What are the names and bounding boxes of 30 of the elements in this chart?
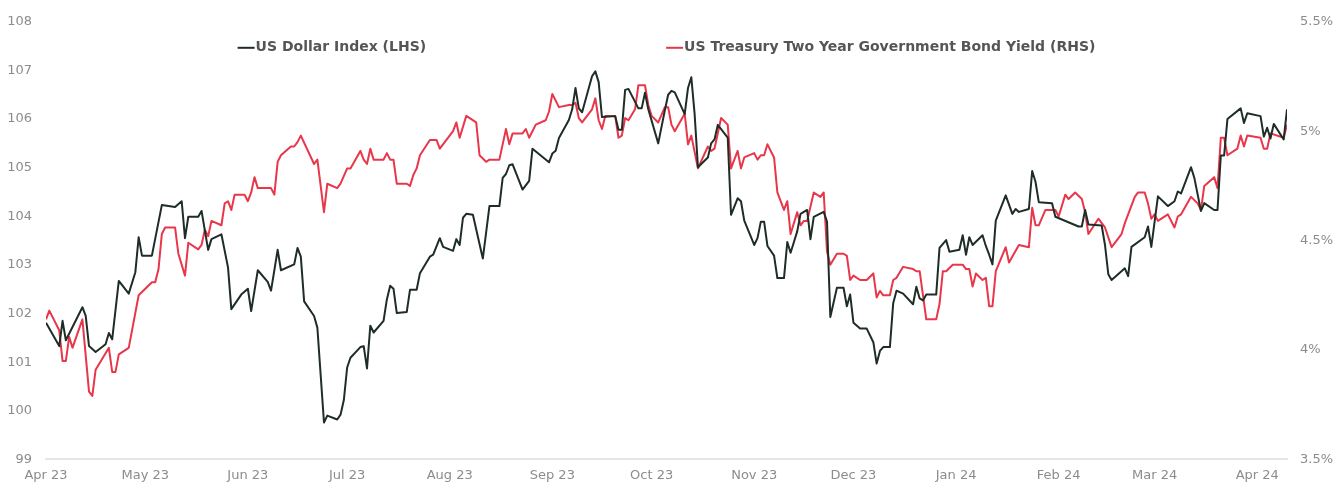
y-tick-label: 103 [7,256,32,272]
y-tick-label: 106 [7,110,32,126]
y-tick-label: 104 [7,207,32,223]
x-tick-label: May 23 [121,466,170,482]
y-tick-label: 99 [15,450,32,466]
x-tick-label: Jul 23 [327,466,366,482]
x-tick-label: Apr 23 [24,466,68,482]
x-tick-label: Jan 24 [934,466,977,482]
x-tick-label: Sep 23 [529,466,575,482]
y-tick-label: 101 [7,353,32,369]
x-tick-label: Dec 23 [830,466,877,482]
y2-tick-label: 3.5% [1300,450,1334,466]
legend-label: US Treasury Two Year Government Bond Yield (RHS) [684,38,1096,55]
x-tick-label: Jun 23 [226,466,269,482]
y-tick-label: 105 [7,159,32,175]
x-tick-label: Feb 24 [1036,466,1081,482]
y2-tick-label: 5% [1300,122,1321,138]
y2-tick-label: 4% [1300,341,1321,357]
x-tick-label: Nov 23 [731,466,778,482]
y2-tick-label: 5.5% [1300,13,1334,29]
x-tick-label: Apr 24 [1235,466,1279,482]
x-tick-label: Mar 24 [1132,466,1178,482]
x-tick-label: Aug 23 [426,466,473,482]
y-tick-label: 108 [7,13,32,29]
x-tick-label: Oct 23 [630,466,674,482]
legend-label: US Dollar Index (LHS) [255,38,427,55]
y2-tick-label: 4.5% [1300,231,1334,247]
y-tick-label: 100 [7,402,32,418]
y-tick-label: 107 [7,61,32,77]
y-tick-label: 102 [7,304,32,320]
